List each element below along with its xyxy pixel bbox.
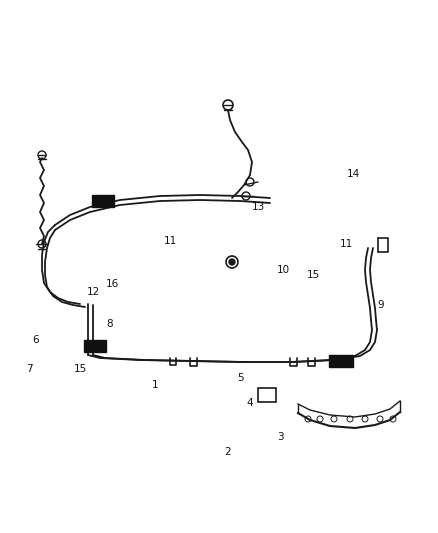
Text: 11: 11 (164, 236, 177, 246)
Text: 2: 2 (224, 447, 231, 457)
Circle shape (229, 259, 235, 265)
Bar (84, 340, 106, 352)
Bar (258, 388, 276, 402)
Text: 1: 1 (152, 380, 159, 390)
Text: 5: 5 (237, 374, 244, 383)
Text: 6: 6 (32, 335, 39, 345)
Bar (329, 355, 353, 367)
Text: 11: 11 (339, 239, 353, 249)
Text: 7: 7 (26, 364, 33, 374)
Text: 3: 3 (277, 432, 284, 442)
Text: 8: 8 (106, 319, 113, 328)
Text: 15: 15 (74, 365, 87, 374)
Text: 9: 9 (378, 300, 385, 310)
Bar (92, 195, 114, 207)
Text: 16: 16 (106, 279, 119, 289)
Text: 14: 14 (347, 169, 360, 179)
Text: 12: 12 (87, 287, 100, 297)
Text: 13: 13 (252, 202, 265, 212)
Text: 4: 4 (246, 398, 253, 408)
Text: 15: 15 (307, 270, 320, 280)
Text: 10: 10 (277, 265, 290, 274)
